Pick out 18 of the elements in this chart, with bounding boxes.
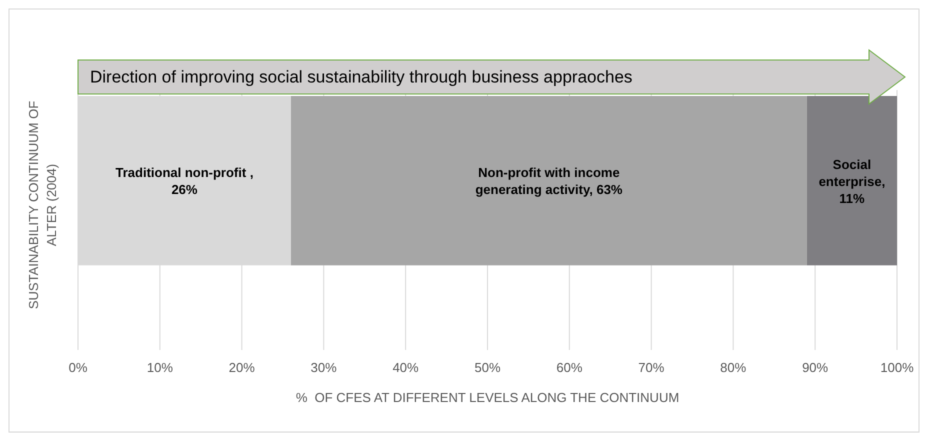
bar	[806, 96, 897, 266]
data-label: Non-profit with income generating activity, 63%	[475, 165, 623, 198]
x-tick-label: 100%	[880, 360, 914, 375]
data-label: Social enterprise, 11%	[818, 157, 886, 206]
y-axis-title: SUSTAINABILITY CONTINUUM OF ALTER (2004)	[26, 100, 59, 310]
x-tick-label: 80%	[720, 360, 747, 375]
data-label: Traditional non-profit , 26%	[116, 165, 254, 198]
text: Direction of improving social sustainability through business appraoches	[90, 68, 632, 86]
x-tick-label: 40%	[392, 360, 420, 375]
x-tick-label: 90%	[802, 360, 829, 375]
x-axis-title: % OF CFES AT DIFFERENT LEVELS ALONG THE CONTINUUM	[296, 390, 680, 405]
x-tick-label: 60%	[556, 360, 583, 375]
x-tick-label: 30%	[310, 360, 338, 375]
x-tick-label: 20%	[228, 360, 256, 375]
x-tick-label: 10%	[146, 360, 174, 375]
x-tick-label: 50%	[474, 360, 501, 375]
x-tick-label: 0%	[68, 360, 88, 375]
x-tick-label: 70%	[638, 360, 665, 375]
